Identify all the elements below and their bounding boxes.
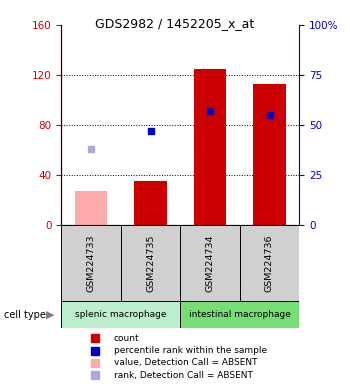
Text: GSM224735: GSM224735	[146, 234, 155, 292]
Bar	[61, 301, 180, 328]
Bar	[253, 84, 286, 225]
Text: splenic macrophage: splenic macrophage	[75, 310, 167, 319]
Text: GSM224733: GSM224733	[86, 234, 96, 292]
Text: GSM224734: GSM224734	[205, 234, 215, 292]
Bar	[180, 225, 240, 301]
Bar	[134, 181, 167, 225]
Text: cell type: cell type	[4, 310, 46, 320]
Text: count: count	[114, 334, 139, 343]
Text: rank, Detection Call = ABSENT: rank, Detection Call = ABSENT	[114, 371, 253, 380]
Text: ▶: ▶	[46, 310, 54, 320]
Text: GSM224736: GSM224736	[265, 234, 274, 292]
Bar	[61, 225, 121, 301]
Bar	[194, 69, 226, 225]
Bar	[240, 225, 299, 301]
Bar	[180, 301, 299, 328]
Text: percentile rank within the sample: percentile rank within the sample	[114, 346, 267, 355]
Text: intestinal macrophage: intestinal macrophage	[189, 310, 291, 319]
Text: GDS2982 / 1452205_x_at: GDS2982 / 1452205_x_at	[95, 17, 255, 30]
Bar	[121, 225, 180, 301]
Bar	[75, 191, 107, 225]
Text: value, Detection Call = ABSENT: value, Detection Call = ABSENT	[114, 358, 257, 367]
